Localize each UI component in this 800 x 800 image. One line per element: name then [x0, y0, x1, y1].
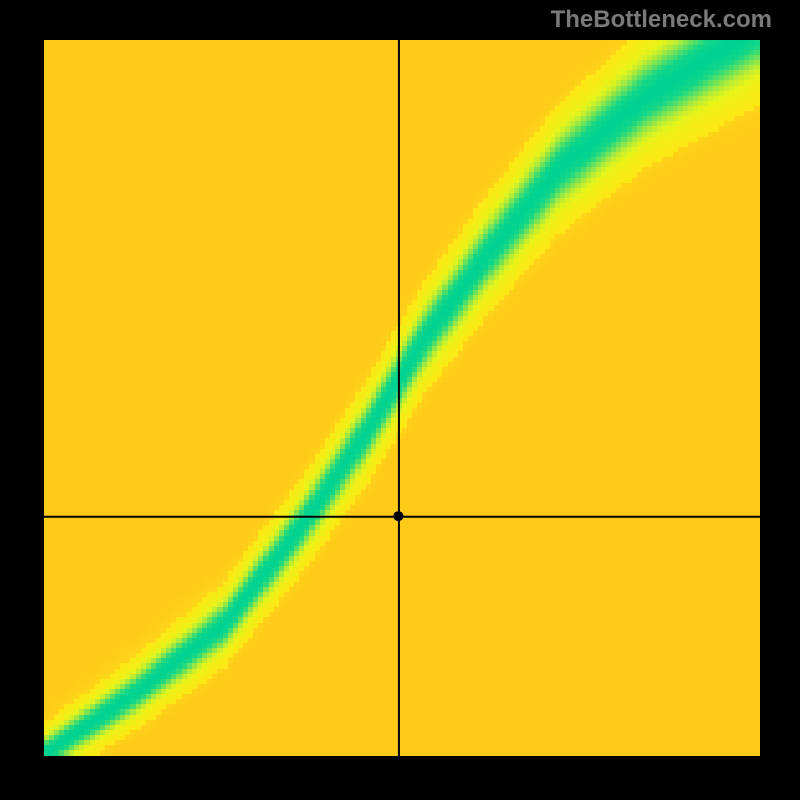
watermark-text: TheBottleneck.com — [551, 6, 772, 34]
heatmap-canvas — [44, 40, 760, 756]
heatmap-plot — [44, 40, 760, 756]
chart-container: TheBottleneck.com — [0, 0, 800, 800]
